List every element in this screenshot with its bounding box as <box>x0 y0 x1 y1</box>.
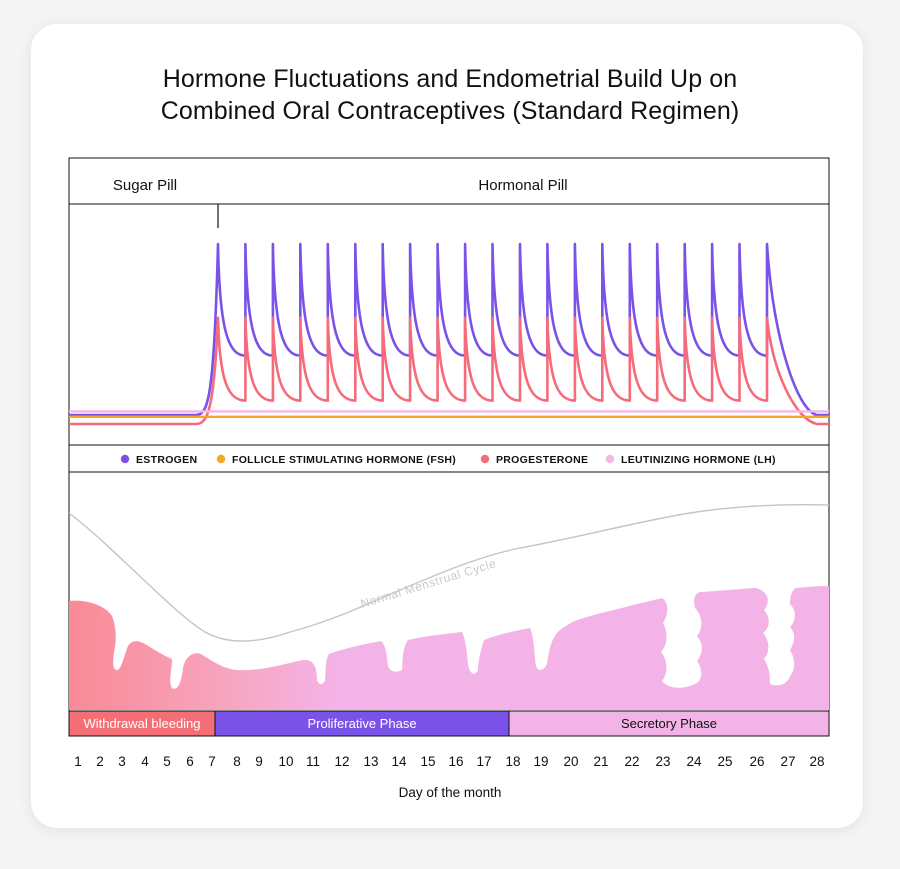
day-tick-27: 27 <box>780 754 795 769</box>
day-tick-20: 20 <box>563 754 578 769</box>
day-tick-17: 17 <box>476 754 491 769</box>
phase-secretory-phase <box>508 710 830 737</box>
endometrium-shape <box>69 586 829 710</box>
normal-cycle-curve <box>68 503 830 642</box>
phase-label-proliferative-phase: Proliferative Phase <box>307 716 416 731</box>
day-tick-9: 9 <box>255 754 263 769</box>
sugar-pill-label: Sugar Pill <box>113 177 177 194</box>
hormonal-pill-label: Hormonal Pill <box>478 177 567 194</box>
day-axis: 1 2 3 4 5 6 7 8 9 10 11 12 13 14 15 16 17 18 19 20 21 22 23 24 2… <box>74 754 824 769</box>
day-tick-15: 15 <box>420 754 435 769</box>
day-tick-23: 23 <box>655 754 670 769</box>
day-tick-10: 10 <box>278 754 293 769</box>
day-tick-1: 1 <box>74 754 82 769</box>
phase-label-secretory-phase: Secretory Phase <box>621 716 717 731</box>
chart-title-line-1: Hormone Fluctuations and Endometrial Bui… <box>162 65 738 93</box>
legend <box>68 444 830 473</box>
phase-proliferative-phase <box>214 710 510 737</box>
legend-dot-follicle-stimulating-hormone-fsh <box>216 454 226 464</box>
legend-dot-leutinizing-hormone-lh <box>605 454 615 464</box>
day-tick-25: 25 <box>717 754 732 769</box>
legend-dot-estrogen <box>120 454 130 464</box>
day-tick-4: 4 <box>141 754 149 769</box>
day-tick-11: 11 <box>306 754 320 769</box>
phase-bar: Withdrawal bleeding Proliferative Phase Se… <box>68 710 830 737</box>
series-estrogen-line <box>69 242 829 417</box>
legend-label-follicle-stimulating-hormone-fsh: FOLLICLE STIMULATING HORMONE (FSH) <box>232 454 456 466</box>
day-tick-18: 18 <box>505 754 520 769</box>
series-progesterone-line <box>69 316 829 426</box>
legend-dot-progesterone <box>480 454 490 464</box>
day-tick-24: 24 <box>686 754 702 769</box>
day-tick-3: 3 <box>118 754 126 769</box>
day-tick-7: 7 <box>208 754 216 769</box>
legend-label-leutinizing-hormone-lh: LEUTINIZING HORMONE (LH) <box>621 454 776 466</box>
day-tick-6: 6 <box>186 754 194 769</box>
day-tick-14: 14 <box>391 754 407 769</box>
phase-label-withdrawal-bleeding: Withdrawal bleeding <box>83 716 200 731</box>
day-tick-21: 21 <box>593 754 608 769</box>
day-tick-2: 2 <box>96 754 104 769</box>
day-tick-8: 8 <box>233 754 241 769</box>
hormone-lines <box>69 242 829 426</box>
day-tick-22: 22 <box>624 754 639 769</box>
day-tick-26: 26 <box>749 754 764 769</box>
x-axis-label: Day of the month <box>399 785 502 800</box>
pill-header <box>68 157 830 205</box>
legend-label-estrogen: ESTROGEN <box>136 454 197 466</box>
day-tick-12: 12 <box>334 754 349 769</box>
day-tick-13: 13 <box>363 754 378 769</box>
day-tick-28: 28 <box>809 754 824 769</box>
hormone-plot-area <box>68 203 830 446</box>
day-tick-5: 5 <box>163 754 171 769</box>
day-tick-16: 16 <box>448 754 463 769</box>
legend-items: ESTROGEN FOLLICLE STIMULATING HORMONE (FS… <box>120 454 776 466</box>
day-tick-19: 19 <box>533 754 548 769</box>
legend-label-progesterone: PROGESTERONE <box>496 454 588 466</box>
chart-title-line-2: Combined Oral Contraceptives (Standard R… <box>160 97 740 125</box>
chart-title: Hormone Fluctuations and Endometrial Bui… <box>0 63 900 127</box>
